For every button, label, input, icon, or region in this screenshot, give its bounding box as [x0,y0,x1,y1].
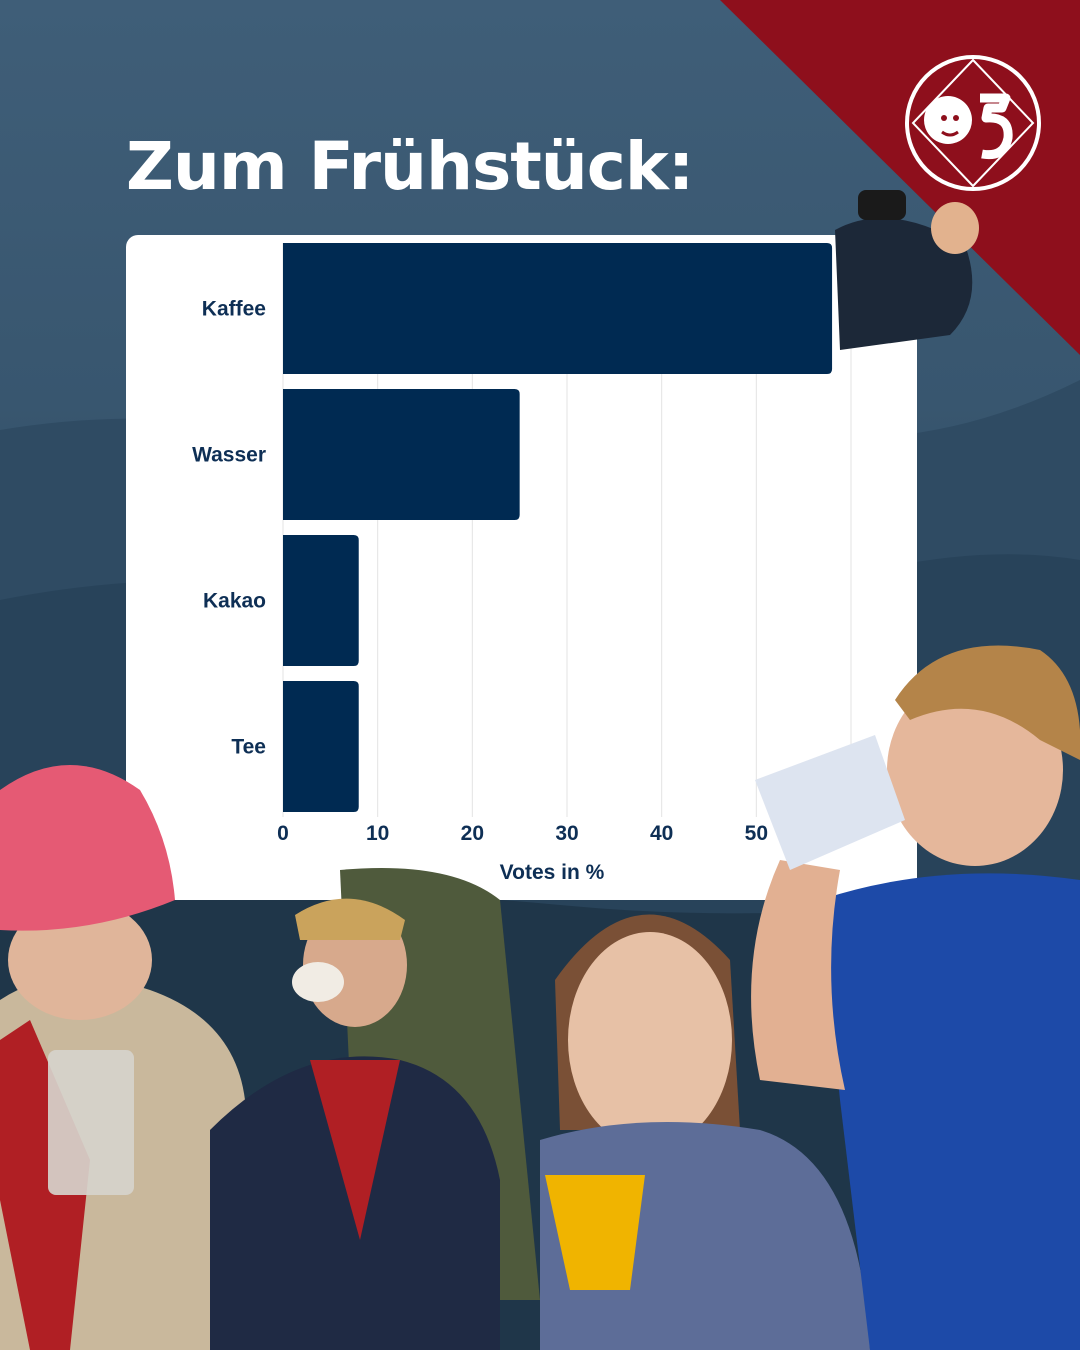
x-tick-label: 50 [745,822,768,845]
person-top-photo [835,190,979,350]
bar-tee [283,681,359,812]
category-label: Wasser [192,444,266,467]
bar-kakao [283,535,359,666]
bar-wasser [283,389,520,520]
scout-badge-icon [905,55,1041,191]
x-tick-label: 0 [277,822,289,845]
bar-kaffee [283,243,833,374]
person-middle-photo [210,868,540,1350]
person-woman-photo [540,914,870,1350]
x-tick-label: 30 [555,822,578,845]
category-label: Tee [231,736,266,759]
category-label: Kakao [203,590,266,613]
x-tick-label: 20 [461,822,484,845]
person-right-photo [751,645,1080,1350]
person-left-photo [0,765,250,1350]
x-tick-label: 40 [650,822,673,845]
x-tick-label: 10 [366,822,389,845]
x-axis-label: Votes in % [500,861,605,884]
category-label: Kaffee [202,298,266,321]
page-title: Zum Frühstück: [126,128,694,205]
